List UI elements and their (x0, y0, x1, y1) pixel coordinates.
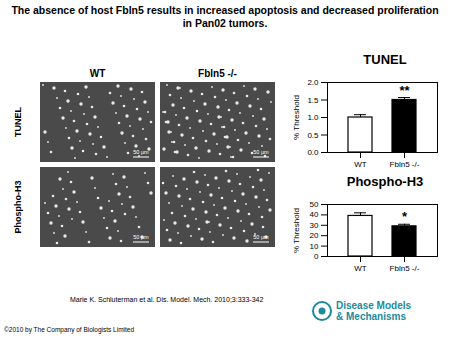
svg-text:0: 0 (314, 252, 319, 261)
svg-text:10: 10 (310, 242, 319, 251)
html-text:Marie K. Schluterman et al. Di: Marie K. Schluterman et al. Dis. Model. … (70, 296, 264, 303)
svg-text:Fbln5 -/-: Fbln5 -/- (390, 160, 420, 168)
svg-text:**: ** (399, 83, 410, 98)
svg-text:1.5: 1.5 (307, 96, 319, 105)
svg-text:Fbln5 -/-: Fbln5 -/- (390, 264, 420, 272)
svg-text:30: 30 (310, 221, 319, 230)
svg-text:50 μm: 50 μm (133, 149, 149, 155)
svg-text:50 μm: 50 μm (253, 234, 269, 240)
svg-text:WT: WT (354, 160, 367, 168)
svg-text:*: * (402, 209, 408, 224)
html-text:The absence of host Fbln5 resu: The absence of host Fbln5 results in inc… (11, 4, 439, 29)
html-text:Phospho-H3: Phospho-H3 (13, 180, 23, 234)
svg-text:% Threshold: % Threshold (292, 95, 301, 140)
svg-text:1.0: 1.0 (307, 113, 319, 122)
html-text:TUNEL: TUNEL (363, 52, 407, 67)
html-text:Fbln5 -/-: Fbln5 -/- (198, 68, 237, 79)
svg-text:0.5: 0.5 (307, 131, 319, 140)
svg-text:% Threshold: % Threshold (292, 208, 301, 253)
svg-text:WT: WT (354, 264, 367, 272)
svg-text:40: 40 (310, 210, 319, 219)
svg-text:50 μm: 50 μm (253, 149, 269, 155)
html-text:Disease Models: Disease Models (336, 300, 411, 311)
html-text:& Mechanisms: & Mechanisms (336, 311, 406, 322)
svg-text:50 μm: 50 μm (133, 234, 149, 240)
html-text:TUNEL: TUNEL (13, 107, 23, 137)
svg-text:0.0: 0.0 (307, 148, 319, 157)
svg-text:2.0: 2.0 (307, 78, 319, 87)
html-text:Phospho-H3: Phospho-H3 (346, 174, 424, 189)
html-text:WT: WT (89, 68, 106, 79)
svg-text:20: 20 (310, 231, 319, 240)
svg-text:50: 50 (310, 200, 319, 209)
html-text:©2010 by The Company of Biolog: ©2010 by The Company of Biologists Limit… (4, 326, 134, 333)
